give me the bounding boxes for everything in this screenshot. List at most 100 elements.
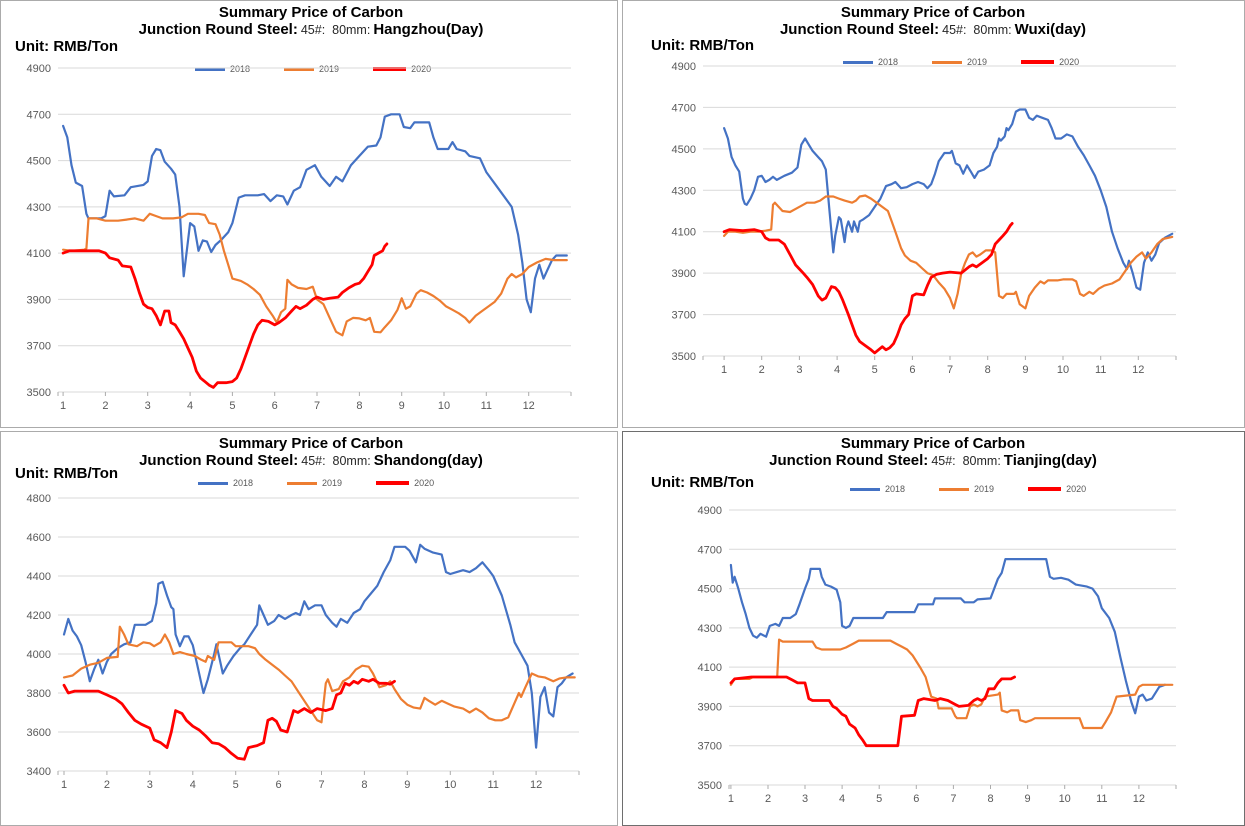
chart-title-city: Hangzhou(Day) <box>373 21 484 38</box>
series-line-2019 <box>61 212 568 337</box>
x-tick-label: 1 <box>60 400 66 412</box>
x-tick-label: 4 <box>187 400 193 412</box>
legend-label-2020: 2020 <box>1066 484 1087 494</box>
x-tick-label: 3 <box>145 400 151 412</box>
chart-title-spec: 45#: 80mm: <box>300 23 371 37</box>
x-tick-label: 5 <box>233 779 239 791</box>
chart-title-product: Junction Round Steel: <box>779 21 940 38</box>
legend-swatch-2019 <box>939 487 970 491</box>
x-tick-label: 8 <box>985 364 991 376</box>
chart-title-spec: 45#: 80mm: <box>942 23 1012 37</box>
legend: 2018 2019 2020 <box>193 64 434 74</box>
legend-label-2018: 2018 <box>230 64 251 74</box>
legend-item-2018: 2018 <box>841 57 901 67</box>
x-tick-label: 11 <box>487 779 498 791</box>
legend-label-2020: 2020 <box>411 64 432 74</box>
y-tick-label: 4100 <box>698 662 722 674</box>
unit-label: Unit: RMB/Ton <box>15 465 119 482</box>
x-tick-label: 2 <box>765 793 771 805</box>
y-tick-label: 3500 <box>27 387 51 399</box>
x-tick-label: 11 <box>1096 793 1107 805</box>
chart-title-block: Summary Price of Carbon Junction Round S… <box>31 4 591 39</box>
chart-panel-tianjing: Summary Price of Carbon Junction Round S… <box>622 431 1245 826</box>
x-tick-label: 6 <box>913 793 919 805</box>
y-tick-label: 3500 <box>672 351 696 363</box>
legend-label-2019: 2019 <box>974 484 995 494</box>
series-line-2018 <box>729 557 1167 715</box>
legend-item-2020: 2020 <box>1019 57 1082 67</box>
x-tick-label: 5 <box>229 400 235 412</box>
y-tick-label: 3900 <box>672 268 696 280</box>
chart-title-line1: Summary Price of Carbon <box>840 4 1026 21</box>
chart-title-line2: Junction Round Steel: 45#: 80mm: Hangzhou(… <box>31 21 591 39</box>
chart-panel-hangzhou: Summary Price of Carbon Junction Round S… <box>0 0 618 428</box>
x-tick-label: 11 <box>1095 364 1106 376</box>
x-tick-label: 12 <box>1133 793 1145 805</box>
legend-swatch-2020 <box>1021 60 1055 64</box>
series-line-2019 <box>62 625 576 724</box>
x-tick-label: 5 <box>876 793 882 805</box>
legend-swatch-2020 <box>373 67 407 71</box>
x-tick-label: 12 <box>523 400 535 412</box>
chart-title-line1: Summary Price of Carbon <box>218 4 404 21</box>
y-tick-label: 4500 <box>672 144 696 156</box>
x-tick-label: 4 <box>839 793 845 805</box>
y-tick-label: 4900 <box>698 505 722 517</box>
chart-panel-shandong: Summary Price of Carbon Junction Round S… <box>0 431 618 826</box>
chart-title-product: Junction Round Steel: <box>138 21 298 38</box>
x-tick-label: 4 <box>190 779 196 791</box>
legend-item-2019: 2019 <box>285 478 345 488</box>
y-tick-label: 4100 <box>27 248 51 260</box>
x-tick-label: 9 <box>1022 364 1028 376</box>
y-tick-label: 3800 <box>27 688 51 700</box>
legend-swatch-2020 <box>1028 487 1062 491</box>
x-tick-label: 4 <box>834 364 840 376</box>
y-tick-label: 3700 <box>698 741 722 753</box>
chart-title-line1: Summary Price of Carbon <box>218 435 404 452</box>
x-tick-label: 9 <box>404 779 410 791</box>
y-tick-label: 4300 <box>672 185 696 197</box>
x-tick-label: 8 <box>361 779 367 791</box>
series-line-2020 <box>729 675 1017 748</box>
unit-label: Unit: RMB/Ton <box>651 474 755 491</box>
legend-label-2019: 2019 <box>322 478 343 488</box>
legend-swatch-2020 <box>376 481 410 485</box>
x-tick-label: 3 <box>147 779 153 791</box>
legend-swatch-2018 <box>198 481 228 485</box>
x-tick-label: 6 <box>276 779 282 791</box>
legend: 2018 2019 2020 <box>848 484 1089 494</box>
legend-item-2019: 2019 <box>930 57 990 67</box>
chart-title-line1: Summary Price of Carbon <box>840 435 1026 452</box>
y-tick-label: 4700 <box>698 544 722 556</box>
legend-label-2018: 2018 <box>885 484 906 494</box>
x-tick-label: 5 <box>872 364 878 376</box>
y-tick-label: 3700 <box>27 341 51 353</box>
y-tick-label: 4300 <box>27 202 51 214</box>
y-tick-label: 3500 <box>698 780 722 792</box>
legend-label-2020: 2020 <box>1059 57 1080 67</box>
x-tick-label: 1 <box>61 779 67 791</box>
x-tick-label: 2 <box>104 779 110 791</box>
chart-title-product: Junction Round Steel: <box>769 452 929 469</box>
legend-item-2018: 2018 <box>193 64 253 74</box>
legend-item-2018: 2018 <box>196 478 256 488</box>
x-tick-label: 12 <box>530 779 542 791</box>
series-line-2020 <box>722 221 1014 355</box>
x-tick-label: 11 <box>481 400 492 412</box>
legend-swatch-2019 <box>284 67 315 71</box>
x-tick-label: 10 <box>1057 364 1069 376</box>
y-tick-label: 4600 <box>27 532 51 544</box>
y-tick-label: 4100 <box>672 227 696 239</box>
y-tick-label: 3600 <box>27 727 51 739</box>
series-line-2020 <box>62 677 396 761</box>
legend: 2018 2019 2020 <box>841 57 1082 67</box>
y-tick-label: 4700 <box>672 102 696 114</box>
x-tick-label: 7 <box>947 364 953 376</box>
x-tick-label: 6 <box>909 364 915 376</box>
legend-item-2018: 2018 <box>848 484 908 494</box>
chart-title-block: Summary Price of Carbon Junction Round S… <box>653 435 1213 470</box>
